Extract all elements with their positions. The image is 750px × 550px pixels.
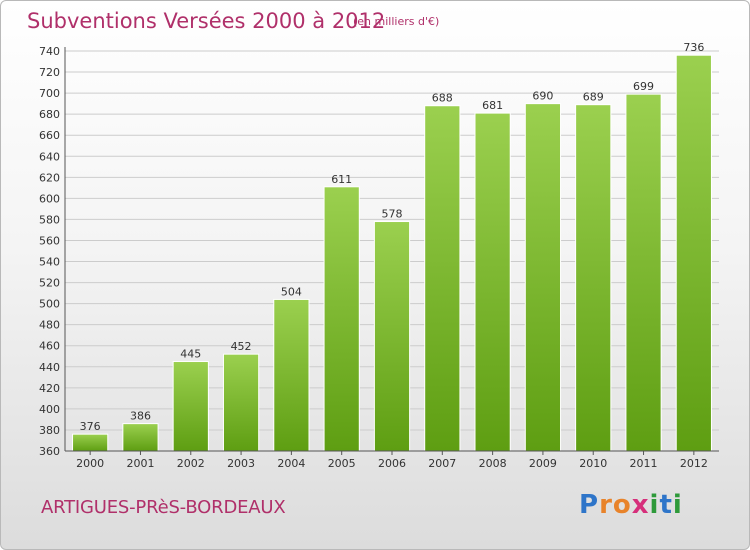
logo-letter: i <box>649 490 660 520</box>
bar-2011 <box>625 93 662 452</box>
x-tick-label-2009: 2009 <box>529 457 557 470</box>
y-tick-label: 420 <box>39 382 60 395</box>
x-tick-label-2004: 2004 <box>277 457 305 470</box>
unit-label: (en milliers d'€) <box>353 15 440 28</box>
bar-2000 <box>72 433 109 452</box>
x-tick-label-2001: 2001 <box>126 457 154 470</box>
y-tick-label: 500 <box>39 298 60 311</box>
y-tick-label: 640 <box>39 150 60 163</box>
bar-2004 <box>273 298 310 452</box>
data-label-2011: 699 <box>633 80 654 93</box>
logo-letter: x <box>631 490 650 520</box>
data-label-2006: 578 <box>382 208 403 221</box>
logo-letter: P <box>579 490 600 520</box>
y-tick-label: 740 <box>39 45 60 58</box>
logo-letter: r <box>599 490 613 520</box>
y-tick-label: 600 <box>39 192 60 205</box>
bar-2010 <box>575 104 612 452</box>
x-tick-label-2002: 2002 <box>177 457 205 470</box>
proxiti-logo[interactable]: Proxiti <box>579 490 683 520</box>
x-tick-label-2003: 2003 <box>227 457 255 470</box>
axis-layer: 360 380 400 420 440 460 480 500 520 540 560 580 600 6… <box>39 45 719 470</box>
x-tick-label-2000: 2000 <box>76 457 104 470</box>
x-tick-label-2011: 2011 <box>630 457 658 470</box>
x-tick-label-2005: 2005 <box>328 457 356 470</box>
y-tick-label: 540 <box>39 256 60 269</box>
y-tick-label: 560 <box>39 234 60 247</box>
bar-2007 <box>424 105 461 452</box>
x-tick-label-2007: 2007 <box>428 457 456 470</box>
bar-2001 <box>122 423 159 452</box>
bar-2012 <box>675 54 712 452</box>
y-tick-label: 380 <box>39 424 60 437</box>
x-tick-label-2006: 2006 <box>378 457 406 470</box>
data-label-2010: 689 <box>583 91 604 104</box>
y-tick-label: 700 <box>39 87 60 100</box>
bars-layer: 376 386 445 452 504 611 578 688 681 690 689 699 736 <box>72 41 712 452</box>
data-label-2003: 452 <box>231 340 252 353</box>
bar-2006 <box>373 221 411 452</box>
data-label-2004: 504 <box>281 285 302 298</box>
data-label-2012: 736 <box>683 41 704 54</box>
y-tick-label: 460 <box>39 340 60 353</box>
data-label-2005: 611 <box>331 173 352 186</box>
bar-2003 <box>222 353 260 452</box>
commune-name: ARTIGUES-PRèS-BORDEAUX <box>41 497 286 518</box>
y-tick-label: 440 <box>39 361 60 374</box>
bar-2002 <box>172 361 209 452</box>
data-label-2001: 386 <box>130 410 151 423</box>
x-tick-label-2010: 2010 <box>579 457 607 470</box>
y-tick-label: 660 <box>39 129 60 142</box>
logo-letter: t <box>659 490 673 520</box>
x-tick-label-2012: 2012 <box>680 457 708 470</box>
y-tick-label: 480 <box>39 319 60 332</box>
y-tick-label: 360 <box>39 445 60 458</box>
y-tick-label: 620 <box>39 171 60 184</box>
logo-letter: o <box>612 490 632 520</box>
y-tick-label: 520 <box>39 277 60 290</box>
x-tick-label-2008: 2008 <box>479 457 507 470</box>
y-tick-label: 680 <box>39 108 60 121</box>
data-label-2000: 376 <box>80 420 101 433</box>
bar-2005 <box>323 186 360 452</box>
data-label-2009: 690 <box>532 90 553 103</box>
bar-2009 <box>524 103 562 452</box>
y-tick-label: 400 <box>39 403 60 416</box>
data-label-2007: 688 <box>432 92 453 105</box>
y-tick-label: 720 <box>39 66 60 79</box>
y-tick-label: 580 <box>39 213 60 226</box>
logo-letter: i <box>672 490 683 520</box>
chart-title: Subventions Versées 2000 à 2012 <box>27 9 386 33</box>
data-label-2002: 445 <box>180 348 201 361</box>
data-label-2008: 681 <box>482 99 503 112</box>
bar-2008 <box>474 112 511 452</box>
